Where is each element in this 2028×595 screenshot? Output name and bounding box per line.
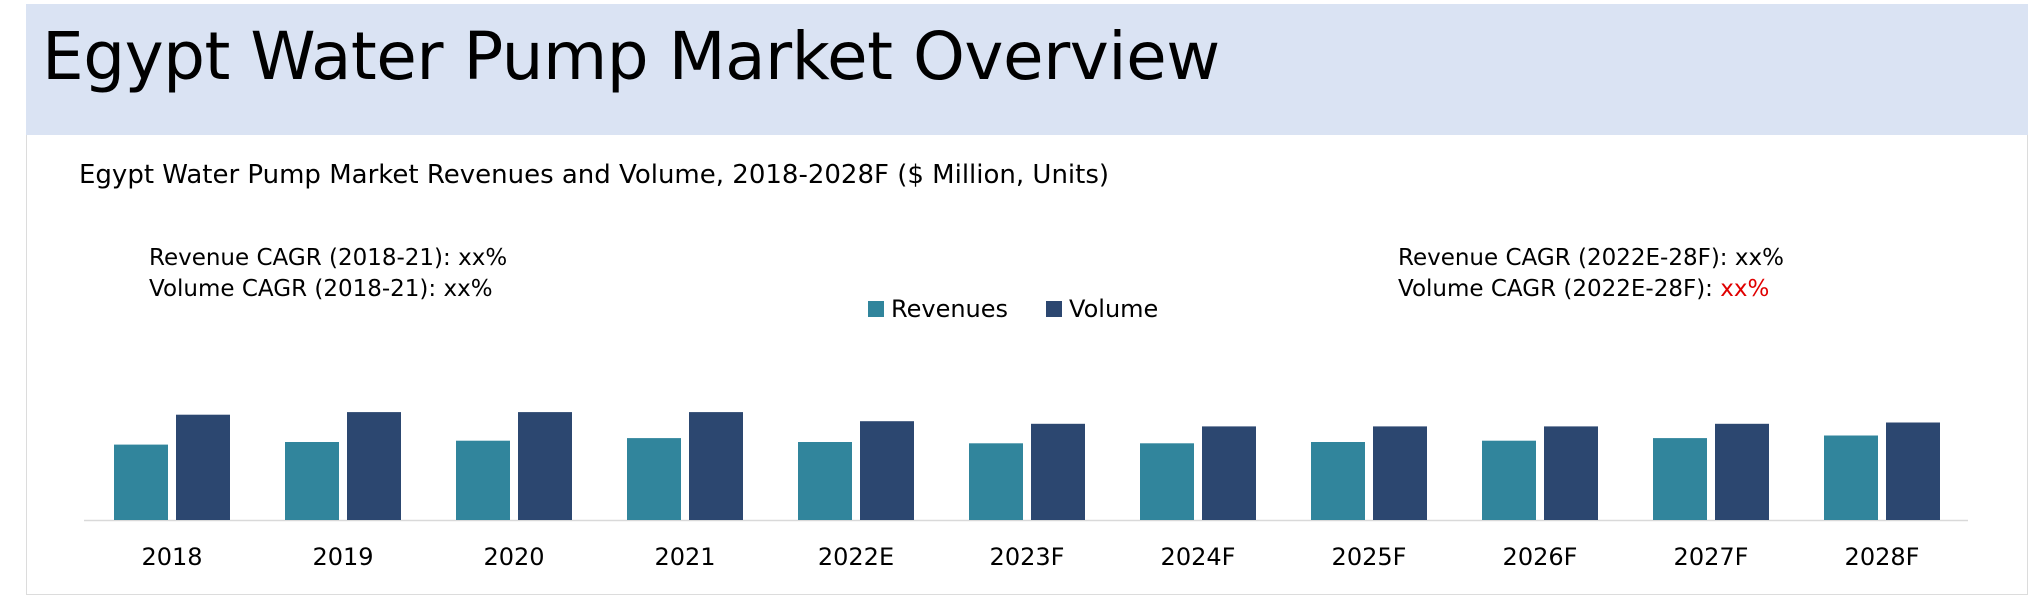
bar-revenues-2023f <box>969 443 1023 520</box>
bar-volume-2018 <box>176 414 230 520</box>
cagr-annotation-right: Revenue CAGR (2022E-28F): xx% Volume CAG… <box>1398 243 1784 305</box>
x-tick-label-2026f: 2026F <box>1503 543 1578 571</box>
x-tick-label-2021: 2021 <box>654 543 715 571</box>
legend-item-volume: Volume <box>1046 295 1158 323</box>
bar-revenues-2022e <box>798 442 852 520</box>
bar-revenues-2024f <box>1140 443 1194 520</box>
revenue-cagr-forecast-value: xx% <box>1734 245 1784 271</box>
legend-label-revenues: Revenues <box>891 295 1009 323</box>
bar-revenues-2025f <box>1311 442 1365 520</box>
bar-volume-2024f <box>1202 426 1256 520</box>
chart-title: Egypt Water Pump Market Revenues and Vol… <box>79 160 1110 190</box>
bar-revenues-2019 <box>285 442 339 520</box>
header-banner: Egypt Water Pump Market Overview <box>26 4 2028 135</box>
legend-item-revenues: Revenues <box>868 295 1008 323</box>
bar-volume-2023f <box>1031 423 1085 520</box>
bar-volume-2026f <box>1544 426 1598 520</box>
x-tick-label-2023f: 2023F <box>990 543 1065 571</box>
volume-cagr-historical: Volume CAGR (2018-21): xx% <box>149 276 493 302</box>
bar-revenues-2026f <box>1482 440 1536 520</box>
bar-revenues-2028f <box>1824 435 1878 520</box>
bar-volume-2020 <box>518 412 572 520</box>
chart-legend: Revenues Volume <box>868 295 1196 323</box>
bar-revenues-2020 <box>456 440 510 520</box>
x-tick-label-2028f: 2028F <box>1845 543 1920 571</box>
revenue-cagr-historical: Revenue CAGR (2018-21): xx% <box>149 245 508 271</box>
revenue-cagr-forecast: Revenue CAGR (2022E-28F): xx% <box>1398 245 1784 271</box>
legend-label-volume: Volume <box>1069 295 1159 323</box>
bar-revenues-2027f <box>1653 438 1707 520</box>
bar-volume-2027f <box>1715 423 1769 520</box>
bar-revenues-2018 <box>114 444 168 520</box>
legend-swatch-volume <box>1046 301 1063 317</box>
bar-volume-2021 <box>689 412 743 520</box>
bar-volume-2028f <box>1886 422 1940 520</box>
bar-volume-2025f <box>1373 426 1427 520</box>
legend-swatch-revenues <box>868 301 884 317</box>
x-tick-label-2019: 2019 <box>312 543 373 571</box>
x-tick-label-2020: 2020 <box>483 543 544 571</box>
cagr-annotation-left: Revenue CAGR (2018-21): xx% Volume CAGR … <box>149 243 507 305</box>
bar-volume-2019 <box>347 412 401 520</box>
bar-volume-2022e <box>860 421 914 520</box>
x-tick-label-2027f: 2027F <box>1674 543 1749 571</box>
revenue-cagr-historical-value: xx% <box>458 245 508 271</box>
bar-revenues-2021 <box>627 438 681 520</box>
page-title: Egypt Water Pump Market Overview <box>42 18 1220 95</box>
x-tick-label-2022e: 2022E <box>818 543 894 571</box>
x-tick-label-2018: 2018 <box>141 543 202 571</box>
x-tick-label-2024f: 2024F <box>1161 543 1236 571</box>
volume-cagr-historical-value: xx% <box>443 276 493 302</box>
x-tick-label-2025f: 2025F <box>1332 543 1407 571</box>
volume-cagr-forecast-value: xx% <box>1720 276 1770 302</box>
volume-cagr-forecast: Volume CAGR (2022E-28F): xx% <box>1398 276 1770 302</box>
